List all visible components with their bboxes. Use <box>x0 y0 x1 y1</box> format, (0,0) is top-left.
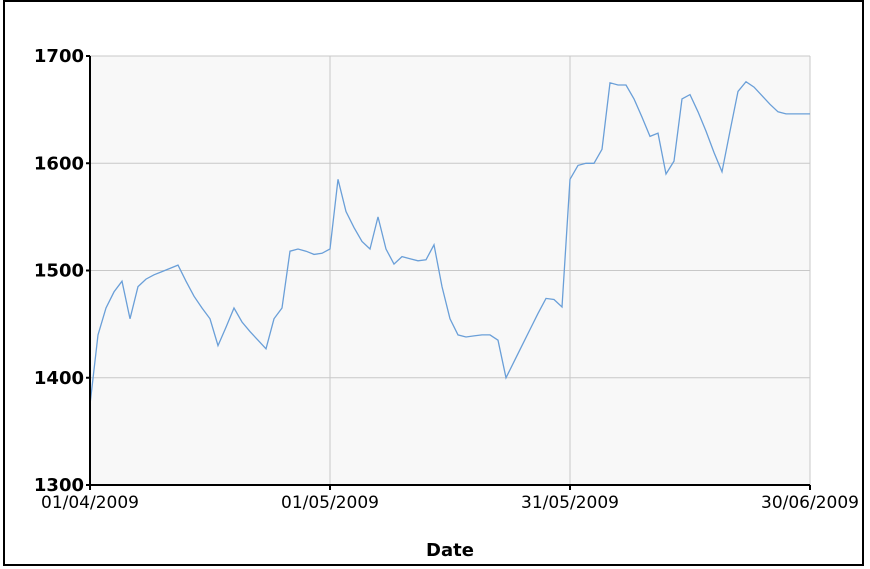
y-tick-label: 1600 <box>34 153 84 174</box>
series-line <box>89 80 810 405</box>
y-tick-label: 1700 <box>34 46 84 67</box>
x-tick-label: 31/05/2009 <box>521 493 619 513</box>
y-tick-label: 1400 <box>34 368 84 389</box>
y-tick-labels: 1300 1400 1500 1600 1700 <box>34 46 90 496</box>
gridlines <box>90 55 811 485</box>
y-tick-label: 1500 <box>34 261 84 282</box>
x-tick-label: 01/05/2009 <box>281 493 379 513</box>
x-tick-labels: 01/04/2009 01/05/2009 31/05/2009 30/06/2009 <box>41 485 859 513</box>
x-tick-label: 01/04/2009 <box>41 493 139 513</box>
x-axis-label: Date <box>426 540 474 561</box>
x-tick-label: 30/06/2009 <box>761 493 859 513</box>
y-tick-label: 1300 <box>34 475 84 496</box>
